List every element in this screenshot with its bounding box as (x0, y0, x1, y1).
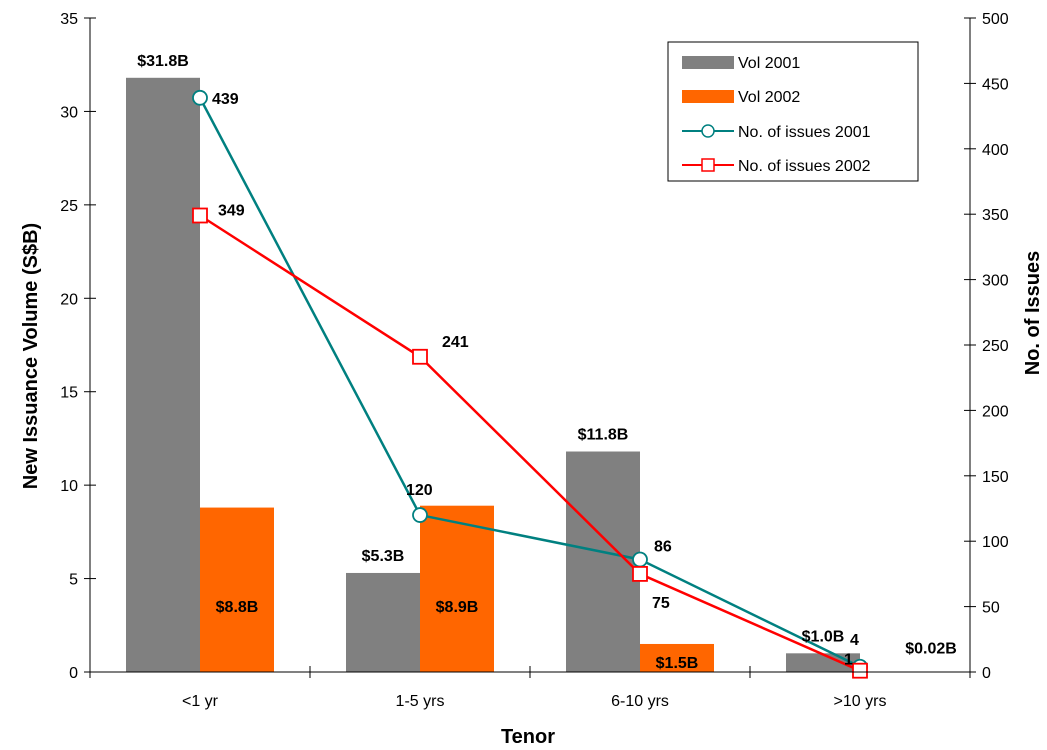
y2-tick-label-4: 200 (982, 403, 1009, 420)
y2-tick-label-0: 0 (982, 665, 991, 682)
bars-layer (126, 77, 934, 673)
y-axis-title: New Issuance Volume (S$B) (20, 223, 42, 489)
line-series-1 (199, 214, 861, 672)
line-label-series-0-3: 4 (850, 632, 859, 649)
bar-label-series-1-2: $1.5B (656, 655, 699, 672)
y-tick-label-0: 0 (69, 665, 78, 682)
line-label-series-1-2: 75 (652, 595, 670, 612)
bar-label-series-0-3: $1.0B (802, 628, 845, 645)
y2-tick-label-3: 150 (982, 469, 1009, 486)
lines-layer (192, 89, 868, 679)
y-tick-label-6: 30 (60, 104, 78, 121)
legend: Vol 2001 No. of issues 2001 Vol 2002 No.… (667, 41, 919, 182)
marker-series-1-1 (412, 348, 428, 365)
bar-series-1-1 (420, 505, 494, 672)
y-tick-label-2: 10 (60, 478, 78, 495)
x-tick-label-1: 1-5 yrs (396, 693, 445, 710)
bar-series-0-1 (346, 572, 420, 672)
bar-series-0-0 (126, 77, 200, 672)
x-tick-label-3: >10 yrs (834, 693, 887, 710)
y2-tick-label-6: 300 (982, 273, 1009, 290)
legend-label-issues-2001: No. of issues 2001 (738, 124, 871, 141)
y-tick-label-3: 15 (60, 385, 78, 402)
bar-label-series-0-2: $11.8B (578, 427, 629, 444)
x-axis-title: Tenor (501, 726, 555, 748)
marker-series-1-3 (852, 662, 868, 679)
legend-swatch-vol-2001 (682, 56, 734, 69)
bar-label-series-0-0: $31.8B (137, 53, 189, 70)
bar-series-1-0 (200, 507, 274, 672)
y2-tick-label-5: 250 (982, 338, 1009, 355)
line-label-series-0-0: 439 (212, 91, 239, 108)
y2-tick-label-1: 50 (982, 600, 1000, 617)
marker-series-1-0 (192, 207, 208, 224)
legend-label-vol-2001: Vol 2001 (738, 55, 800, 72)
line-label-series-1-0: 349 (218, 203, 245, 220)
line-label-series-0-2: 86 (654, 539, 672, 556)
y2-axis-title: No. of Issues (1022, 251, 1044, 375)
y-tick-label-5: 25 (60, 198, 78, 215)
x-tick-label-0: <1 yr (182, 693, 219, 710)
y2-tick-label-10: 500 (982, 11, 1009, 28)
legend-label-issues-2002: No. of issues 2002 (738, 158, 871, 175)
line-label-series-1-1: 241 (442, 334, 469, 351)
marker-series-0-1 (412, 507, 428, 523)
bar-label-series-1-1: $8.9B (436, 599, 479, 616)
bar-label-series-0-1: $5.3B (362, 548, 405, 565)
legend-marker-issues-2001 (701, 124, 715, 138)
bar-label-series-1-0: $8.8B (216, 599, 259, 616)
marker-series-0-2 (632, 551, 648, 568)
data-labels-layer: $31.8B $5.3B $11.8B $1.0B $8.8B $8.9B $1.5B $0.… (137, 53, 957, 672)
line-series-0 (198, 97, 861, 668)
legend-label-vol-2002-text: Vol 2002 (738, 89, 800, 106)
axes-layer: 0510152025303505010015020025030035040045… (60, 11, 1009, 710)
legend-swatch-vol-2002 (682, 90, 734, 103)
legend-marker-issues-2002 (701, 158, 715, 172)
y-tick-label-7: 35 (60, 11, 78, 28)
line-label-series-0-1: 120 (406, 482, 433, 499)
bar-series-1-2 (640, 643, 714, 672)
marker-series-0-0 (192, 89, 208, 106)
y2-tick-label-9: 450 (982, 76, 1009, 93)
y2-tick-label-7: 350 (982, 207, 1009, 224)
y-tick-label-1: 5 (69, 572, 78, 589)
line-label-series-1-3: 1 (844, 652, 853, 669)
y2-tick-label-2: 100 (982, 534, 1009, 551)
x-tick-label-2: 6-10 yrs (611, 693, 669, 710)
y2-tick-label-8: 400 (982, 142, 1009, 159)
marker-series-1-2 (632, 566, 648, 582)
y-tick-label-4: 20 (60, 291, 78, 308)
bar-label-series-1-3: $0.02B (905, 641, 957, 658)
